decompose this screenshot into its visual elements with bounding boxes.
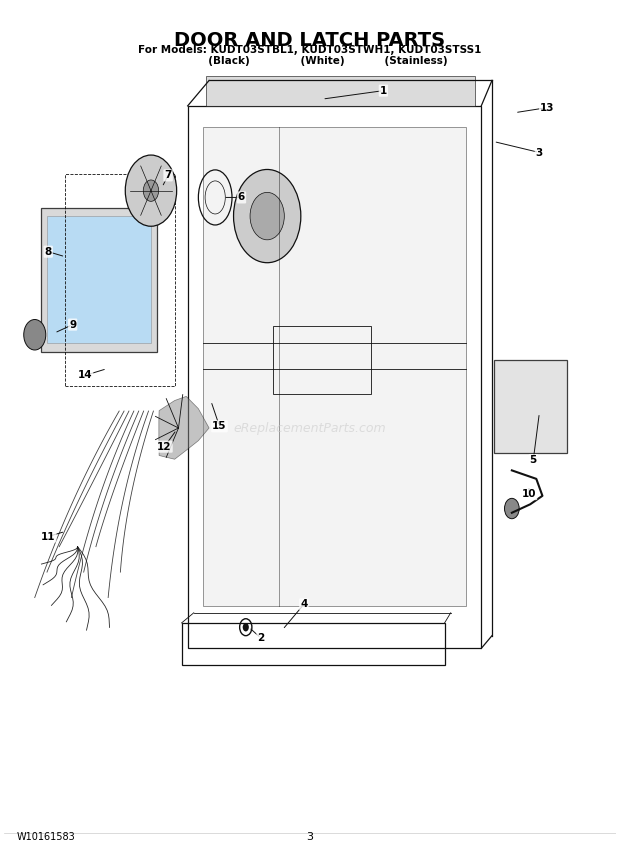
Text: 10: 10 (521, 489, 536, 499)
Text: 13: 13 (540, 103, 554, 113)
Polygon shape (159, 396, 209, 460)
Text: 12: 12 (157, 442, 172, 452)
Text: 3: 3 (536, 147, 543, 158)
Text: (Black)              (White)           (Stainless): (Black) (White) (Stainless) (172, 56, 448, 66)
Polygon shape (203, 127, 466, 606)
Text: 5: 5 (529, 455, 537, 465)
Polygon shape (206, 76, 475, 106)
Text: 8: 8 (45, 247, 52, 257)
Text: 3: 3 (306, 832, 314, 841)
Text: 9: 9 (69, 319, 76, 330)
Text: 6: 6 (238, 193, 245, 202)
Text: 11: 11 (41, 532, 55, 542)
Text: 7: 7 (164, 170, 172, 181)
Text: DOOR AND LATCH PARTS: DOOR AND LATCH PARTS (174, 32, 446, 51)
Text: eReplacementParts.com: eReplacementParts.com (234, 421, 386, 435)
Polygon shape (494, 360, 567, 454)
Text: For Models: KUDT03STBL1, KUDT03STWH1, KUDT03STSS1: For Models: KUDT03STBL1, KUDT03STWH1, KU… (138, 45, 482, 55)
Text: 1: 1 (380, 86, 387, 96)
Polygon shape (47, 216, 151, 343)
Polygon shape (41, 208, 157, 352)
Text: W10161583: W10161583 (16, 832, 75, 841)
Text: 15: 15 (212, 421, 227, 431)
Text: 4: 4 (300, 599, 308, 609)
Circle shape (505, 498, 519, 519)
Circle shape (125, 155, 177, 226)
Circle shape (234, 169, 301, 263)
Circle shape (143, 180, 159, 201)
Text: 2: 2 (257, 633, 265, 643)
Circle shape (242, 623, 249, 632)
Circle shape (250, 193, 285, 240)
Text: 14: 14 (78, 371, 92, 380)
Circle shape (24, 319, 46, 350)
